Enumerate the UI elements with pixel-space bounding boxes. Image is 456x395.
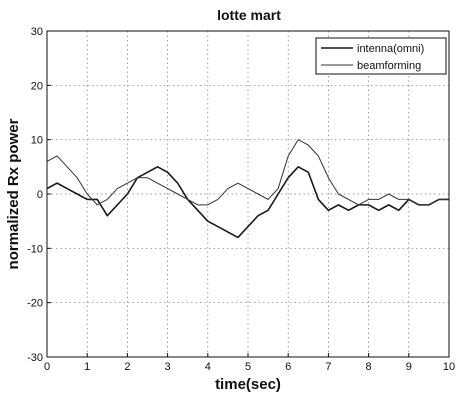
x-tick-label: 10: [443, 361, 455, 373]
x-tick-label: 9: [406, 361, 412, 373]
legend-label-beamforming: beamforming: [357, 60, 421, 72]
x-axis-label: time(sec): [215, 376, 281, 393]
series-lines: [46, 139, 449, 239]
y-tick-label: 10: [31, 135, 43, 147]
tick-labels: 0 1 2 3 4 5 6 7 8 9 10 -30 -20 -10 0 10 20 30: [27, 26, 455, 373]
y-tick-label: -10: [27, 243, 43, 255]
y-tick-label: -30: [27, 352, 43, 364]
series-line-omni: [46, 166, 449, 239]
legend: intenna(omni) beamforming: [315, 37, 447, 75]
x-tick-label: 7: [325, 361, 331, 373]
legend-box: [315, 37, 447, 75]
x-tick-label: 5: [245, 361, 251, 373]
y-tick-label: 20: [31, 80, 43, 92]
x-tick-label: 6: [285, 361, 291, 373]
chart-title: lotte mart: [217, 7, 281, 23]
x-tick-label: 2: [124, 361, 130, 373]
x-tick-label: 0: [44, 361, 50, 373]
legend-label-omni: intenna(omni): [357, 43, 424, 55]
x-tick-label: 1: [84, 361, 90, 373]
y-axis-label: normalized Rx power: [5, 118, 22, 269]
y-tick-label: 30: [31, 26, 43, 38]
series-line-beamforming: [46, 139, 449, 206]
x-tick-label: 8: [366, 361, 372, 373]
y-tick-label: -20: [27, 298, 43, 310]
x-tick-label: 4: [205, 361, 211, 373]
y-tick-label: 0: [37, 189, 43, 201]
x-tick-label: 3: [165, 361, 171, 373]
